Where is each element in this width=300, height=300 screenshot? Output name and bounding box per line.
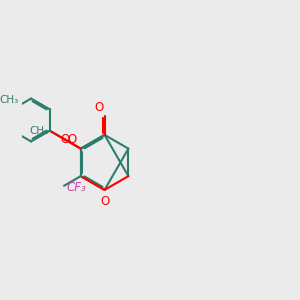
Text: O: O [94, 101, 103, 114]
Text: CH₃: CH₃ [0, 95, 19, 105]
Text: O: O [61, 133, 70, 146]
Text: O: O [100, 195, 109, 208]
Text: CH₃: CH₃ [29, 126, 48, 136]
Text: O: O [68, 133, 77, 146]
Text: CF₃: CF₃ [67, 181, 86, 194]
